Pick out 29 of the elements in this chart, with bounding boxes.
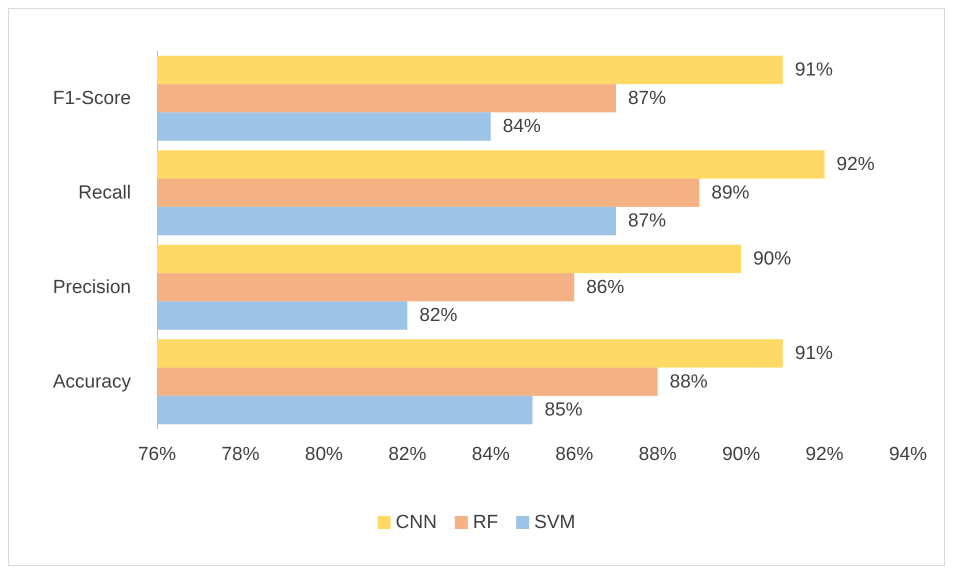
data-label: 84% (502, 116, 541, 138)
data-label: 82% (419, 305, 458, 326)
data-label: 89% (711, 182, 750, 204)
legend-label: SVM (534, 512, 576, 533)
x-tick-label: 94% (888, 444, 928, 465)
y-tick-label: Recall (78, 182, 131, 204)
x-tick-label: 76% (138, 444, 176, 465)
y-tick-label: F1-Score (52, 88, 131, 109)
x-tick-label: 86% (555, 444, 594, 465)
legend-label: CNN (396, 512, 437, 533)
x-tick-label: 84% (472, 444, 510, 465)
data-label: 88% (670, 371, 708, 392)
data-label: 87% (628, 210, 666, 232)
data-label: 91% (794, 342, 833, 364)
x-tick-label: 90% (722, 444, 760, 465)
data-label: 87% (628, 88, 666, 109)
x-tick-label: 92% (806, 444, 844, 465)
x-tick-label: 80% (304, 444, 344, 465)
x-tick-label: 82% (388, 444, 426, 465)
data-label: 92% (836, 154, 875, 175)
x-tick-label: 78% (221, 444, 260, 465)
y-tick-label: Precision (52, 276, 131, 298)
x-tick-label: 88% (638, 444, 677, 465)
data-label: 91% (794, 59, 833, 80)
y-tick-label: Accuracy (52, 371, 132, 392)
data-label: 85% (544, 400, 583, 421)
legend-label: RF (472, 512, 498, 533)
data-label: 90% (753, 248, 792, 270)
data-label: 86% (586, 276, 624, 298)
